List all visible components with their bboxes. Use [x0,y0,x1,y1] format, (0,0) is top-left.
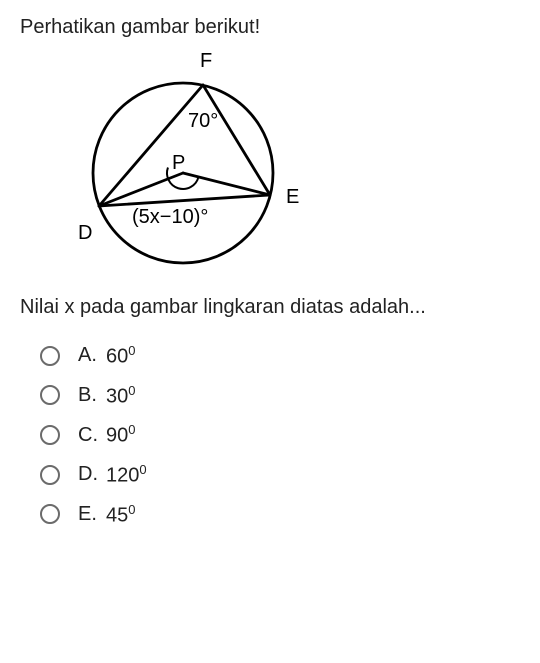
radio-icon [40,465,60,485]
option-value: 450 [106,502,135,528]
option-letter: D. [78,463,106,486]
options-list: A. 600 B. 300 C. 900 D. 1200 E. 450 [40,343,520,527]
svg-text:D: D [78,222,92,244]
geometry-figure: F D E P70° (5x−10)° [68,43,520,278]
option-b[interactable]: B. 300 [40,383,520,409]
svg-text:E: E [286,186,299,208]
option-e[interactable]: E. 450 [40,502,520,528]
option-d[interactable]: D. 1200 [40,462,520,488]
option-letter: E. [78,503,106,526]
radio-icon [40,425,60,445]
svg-text:P: P [172,152,185,174]
option-letter: B. [78,384,106,407]
question-prompt: Perhatikan gambar berikut! [20,16,520,39]
option-value: 1200 [106,462,147,488]
radio-icon [40,385,60,405]
option-value: 900 [106,422,135,448]
option-a[interactable]: A. 600 [40,343,520,369]
radio-icon [40,346,60,366]
svg-text:F: F [200,50,212,72]
question-follow: Nilai x pada gambar lingkaran diatas ada… [20,296,520,319]
radio-icon [40,504,60,524]
option-value: 300 [106,383,135,409]
svg-text:(5x−10)°: (5x−10)° [132,206,208,228]
option-letter: C. [78,424,106,447]
svg-text:70°: 70° [188,110,218,132]
option-c[interactable]: C. 900 [40,422,520,448]
option-value: 600 [106,343,135,369]
option-letter: A. [78,344,106,367]
